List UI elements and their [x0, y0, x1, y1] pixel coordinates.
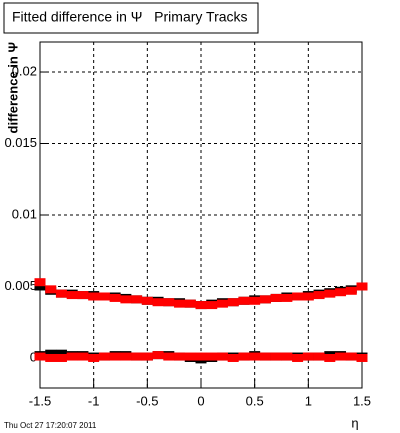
x-tick-label: 1 — [305, 393, 312, 408]
marker — [227, 298, 239, 307]
marker — [66, 291, 78, 300]
marker — [184, 299, 196, 308]
x-tick-label: 0 — [197, 393, 204, 408]
marker — [66, 352, 78, 361]
marker — [313, 291, 325, 300]
marker — [259, 352, 271, 361]
marker — [195, 301, 207, 310]
y-tick-label: 0.015 — [4, 135, 37, 150]
marker — [131, 295, 143, 304]
x-tick-label: -0.5 — [136, 393, 158, 408]
x-tick-label: 0.5 — [246, 393, 264, 408]
marker — [163, 298, 175, 307]
marker — [77, 291, 89, 300]
marker — [55, 349, 67, 358]
marker — [109, 352, 121, 361]
marker — [335, 352, 347, 361]
marker — [302, 292, 314, 301]
marker — [206, 301, 218, 310]
marker — [109, 293, 121, 302]
marker — [227, 353, 239, 362]
marker — [238, 352, 250, 361]
x-tick-label: 1.5 — [353, 393, 371, 408]
marker — [345, 352, 357, 361]
marker — [335, 288, 347, 297]
marker — [281, 352, 293, 361]
marker — [356, 282, 368, 291]
y-axis-label: difference in Ψ — [5, 42, 20, 133]
x-tick-label: -1.5 — [29, 393, 51, 408]
marker — [88, 292, 100, 301]
marker — [195, 352, 207, 361]
marker — [270, 293, 282, 302]
marker — [34, 352, 46, 361]
marker — [141, 296, 153, 305]
marker — [216, 299, 228, 308]
marker — [152, 298, 164, 307]
marker — [174, 352, 186, 361]
marker — [131, 352, 143, 361]
chart-title: Fitted difference in Ψ Primary Tracks — [12, 9, 248, 25]
marker — [216, 352, 228, 361]
marker — [259, 295, 271, 304]
marker — [34, 278, 46, 287]
marker — [88, 353, 100, 362]
marker — [45, 285, 57, 294]
x-axis-label: η — [351, 415, 358, 430]
marker — [324, 353, 336, 362]
marker — [77, 352, 89, 361]
y-tick-label: 0.01 — [12, 206, 37, 221]
marker — [270, 352, 282, 361]
marker — [120, 352, 132, 361]
x-tick-label: -1 — [88, 393, 100, 408]
footer: Thu Oct 27 17:20:07 2011 — [4, 421, 97, 430]
marker — [345, 286, 357, 295]
marker — [292, 292, 304, 301]
marker — [249, 296, 261, 305]
marker — [45, 353, 57, 362]
marker — [174, 299, 186, 308]
marker — [249, 352, 261, 361]
title-box — [3, 2, 259, 34]
marker — [281, 293, 293, 302]
y-tick-label: 0.005 — [4, 278, 37, 293]
y-tick-label: 0 — [30, 349, 37, 364]
marker — [356, 353, 368, 362]
marker — [34, 282, 46, 291]
marker — [238, 296, 250, 305]
marker — [292, 353, 304, 362]
marker — [184, 352, 196, 361]
marker — [313, 352, 325, 361]
marker — [206, 352, 218, 361]
marker — [120, 295, 132, 304]
marker — [98, 292, 110, 301]
marker — [55, 353, 67, 362]
marker — [98, 352, 110, 361]
marker — [163, 352, 175, 361]
marker — [324, 289, 336, 298]
marker — [152, 351, 164, 360]
y-tick-label: 0.02 — [12, 63, 37, 78]
marker — [141, 352, 153, 361]
marker — [55, 289, 67, 298]
marker — [302, 352, 314, 361]
marker — [45, 349, 57, 358]
